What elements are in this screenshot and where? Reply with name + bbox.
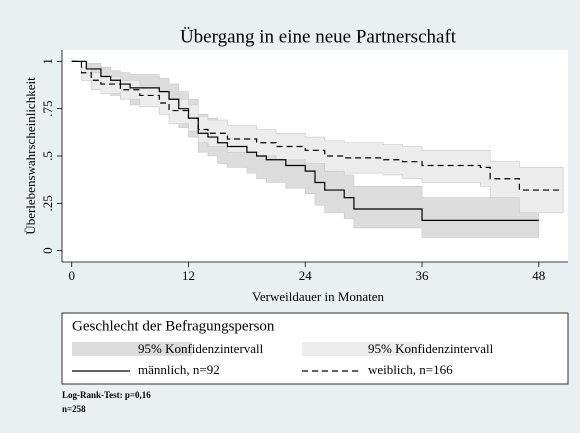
x-tick-label: 36 — [416, 268, 430, 283]
note: n=258 — [62, 404, 86, 414]
y-tick-label: .75 — [40, 101, 55, 117]
y-tick-label: .25 — [40, 195, 55, 211]
note: Log-Rank-Test: p=0,16 — [62, 390, 151, 400]
legend-label: männlich, n=92 — [138, 362, 220, 377]
x-axis-label: Verweildauer in Monaten — [252, 289, 385, 304]
y-tick-label: 0 — [40, 247, 55, 254]
ci-band — [71, 61, 564, 214]
legend-label: weiblich, n=166 — [368, 362, 453, 377]
legend-title: Geschlecht der Befragungsperson — [72, 318, 275, 334]
x-tick-label: 48 — [532, 268, 545, 283]
legend-swatch — [302, 342, 422, 356]
x-tick-label: 24 — [299, 268, 313, 283]
y-tick-label: .5 — [40, 151, 55, 161]
chart-title: Übergang in eine neue Partnerschaft — [180, 26, 457, 47]
y-tick-label: 1 — [40, 58, 55, 65]
legend-label: 95% Konfidenzintervall — [368, 341, 494, 356]
survival-line — [71, 60, 539, 221]
legend-label: 95% Konfidenzintervall — [138, 341, 264, 356]
x-tick-label: 12 — [182, 268, 195, 283]
y-axis-label: Überlebenswahrscheinlichkeit — [23, 77, 38, 235]
legend-swatch — [72, 342, 192, 356]
survival-line — [71, 60, 564, 191]
x-tick-label: 0 — [68, 268, 75, 283]
